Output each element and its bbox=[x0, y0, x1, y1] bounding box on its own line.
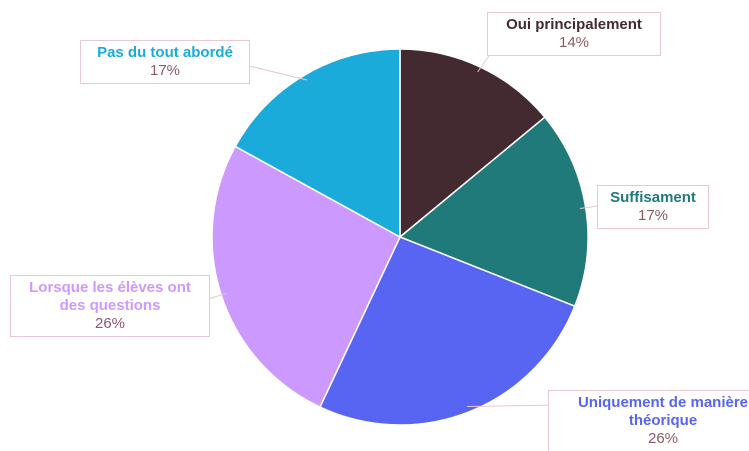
category-name: Pas du tout abordé bbox=[97, 44, 233, 61]
data-label: Pas du tout abordé 17% bbox=[80, 40, 250, 84]
leader-line bbox=[467, 404, 561, 408]
data-label: Suffisament 17% bbox=[597, 185, 709, 229]
category-name: Lorsque les élèves ont des questions bbox=[29, 279, 191, 314]
percent-label: 17% bbox=[149, 62, 181, 79]
data-label: Lorsque les élèves ont des questions 26% bbox=[10, 275, 210, 337]
category-name: Suffisament bbox=[610, 189, 696, 206]
leader-line bbox=[244, 64, 308, 81]
percent-label: 26% bbox=[647, 430, 679, 447]
data-label: Oui principalement 14% bbox=[487, 12, 661, 56]
percent-label: 26% bbox=[94, 315, 126, 332]
pie-slice bbox=[234, 48, 401, 239]
percent-label: 17% bbox=[637, 207, 669, 224]
category-name: Uniquement de manière théorique bbox=[577, 394, 749, 429]
pie-slice bbox=[399, 48, 546, 239]
pie-slice bbox=[318, 236, 576, 426]
data-label: Uniquement de manière théorique 26% bbox=[548, 390, 749, 451]
category-name: Oui principalement bbox=[506, 16, 642, 33]
percent-label: 14% bbox=[558, 34, 590, 51]
